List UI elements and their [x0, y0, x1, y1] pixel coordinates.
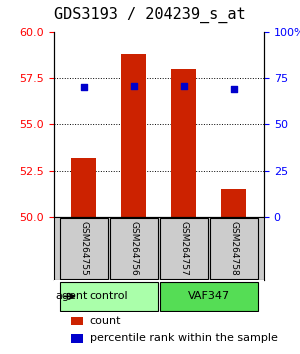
Text: GSM264756: GSM264756 — [130, 221, 139, 276]
Point — [132, 83, 136, 88]
Text: percentile rank within the sample: percentile rank within the sample — [90, 333, 278, 343]
Text: control: control — [90, 291, 128, 301]
Bar — [122, 54, 146, 217]
Bar — [71, 158, 97, 217]
FancyBboxPatch shape — [60, 282, 158, 311]
Point — [232, 86, 236, 92]
Text: GSM264757: GSM264757 — [179, 221, 188, 276]
FancyBboxPatch shape — [160, 218, 208, 279]
FancyBboxPatch shape — [110, 218, 158, 279]
FancyBboxPatch shape — [210, 218, 258, 279]
Point — [182, 83, 186, 88]
Bar — [172, 69, 197, 217]
FancyBboxPatch shape — [60, 218, 108, 279]
Text: GSM264755: GSM264755 — [80, 221, 88, 276]
Bar — [71, 317, 83, 325]
Text: agent: agent — [55, 291, 87, 301]
Text: GSM264758: GSM264758 — [230, 221, 238, 276]
Bar — [71, 334, 83, 343]
Bar — [221, 189, 247, 217]
Text: GDS3193 / 204239_s_at: GDS3193 / 204239_s_at — [54, 7, 246, 23]
Text: count: count — [90, 316, 121, 326]
Point — [82, 85, 86, 90]
FancyBboxPatch shape — [160, 282, 258, 311]
Text: VAF347: VAF347 — [188, 291, 230, 301]
